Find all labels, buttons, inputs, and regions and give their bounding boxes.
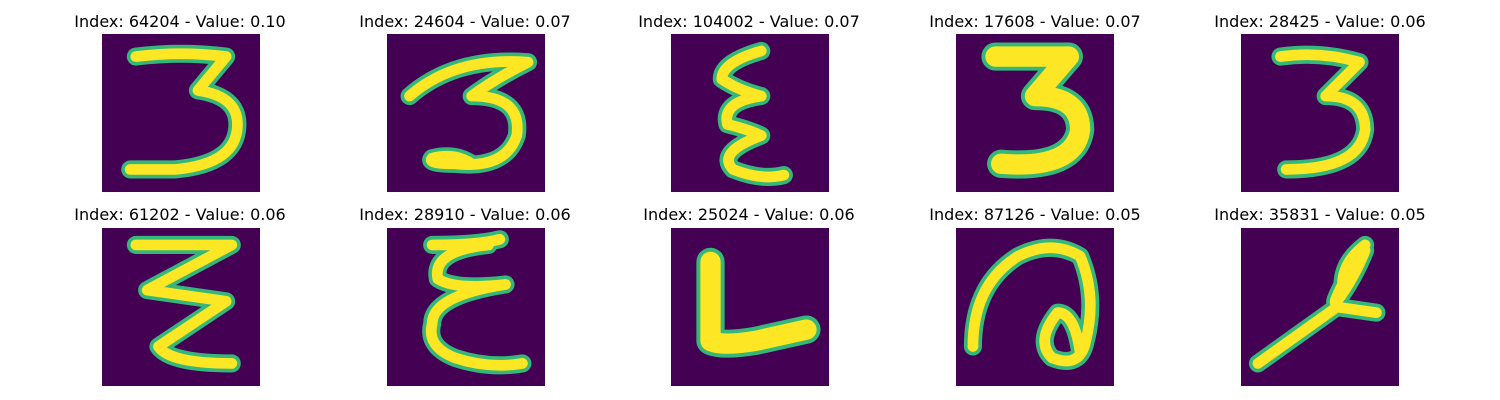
panel-title-4: Index: 17608 - Value: 0.07 xyxy=(929,12,1141,31)
panel-title-9: Index: 87126 - Value: 0.05 xyxy=(929,205,1141,224)
digit-image-1 xyxy=(102,34,260,192)
panel-title-7: Index: 28910 - Value: 0.06 xyxy=(359,205,571,224)
digit-image-3 xyxy=(671,34,829,192)
digit-image-8 xyxy=(671,228,829,386)
digit-image-10 xyxy=(1241,228,1399,386)
digit-image-6 xyxy=(102,228,260,386)
panel-title-5: Index: 28425 - Value: 0.06 xyxy=(1214,12,1426,31)
panel-title-6: Index: 61202 - Value: 0.06 xyxy=(74,205,286,224)
panel-title-2: Index: 24604 - Value: 0.07 xyxy=(359,12,571,31)
panel-title-8: Index: 25024 - Value: 0.06 xyxy=(643,205,855,224)
digit-image-5 xyxy=(1241,34,1399,192)
digit-image-7 xyxy=(387,228,545,386)
digit-image-9 xyxy=(956,228,1114,386)
digit-image-4 xyxy=(956,34,1114,192)
panel-title-1: Index: 64204 - Value: 0.10 xyxy=(74,12,286,31)
panel-title-10: Index: 35831 - Value: 0.05 xyxy=(1214,205,1426,224)
digit-image-2 xyxy=(387,34,545,192)
panel-title-3: Index: 104002 - Value: 0.07 xyxy=(638,12,860,31)
